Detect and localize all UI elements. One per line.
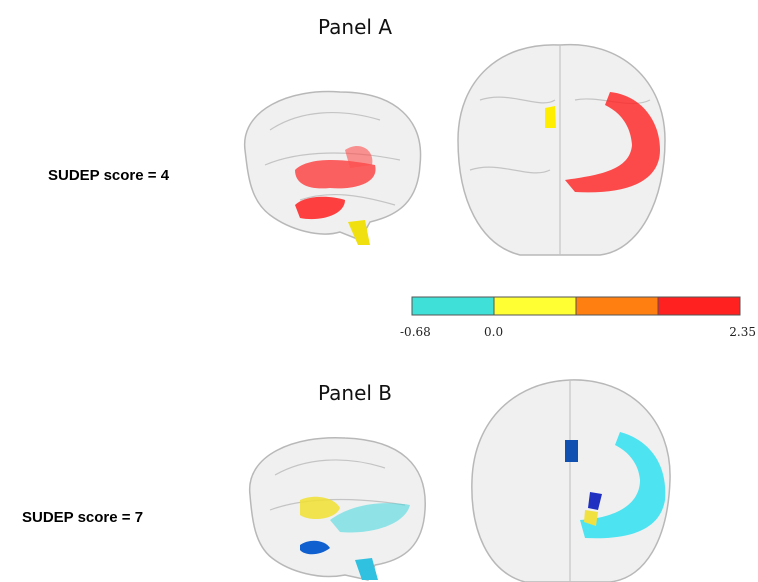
colorbar-label: -0.68 — [400, 325, 431, 339]
figure: Panel A SUDEP score = 4 -0.68 0.0 2.35 P… — [0, 0, 758, 582]
brain-sagittal — [245, 92, 421, 245]
score-label: SUDEP score = 4 — [48, 167, 170, 184]
colorbar-label: 0.0 — [484, 325, 503, 339]
panel-title: Panel B — [318, 381, 392, 405]
panel-title: Panel A — [318, 15, 392, 39]
brain-sagittal — [250, 438, 426, 580]
brain-axial — [472, 380, 670, 582]
colorbar: -0.68 0.0 2.35 — [400, 297, 756, 339]
brain-axial — [458, 45, 665, 255]
figure-canvas: Panel A SUDEP score = 4 -0.68 0.0 2.35 P… — [0, 0, 758, 582]
colorbar-label: 2.35 — [729, 325, 756, 339]
score-label: SUDEP score = 7 — [22, 509, 143, 526]
